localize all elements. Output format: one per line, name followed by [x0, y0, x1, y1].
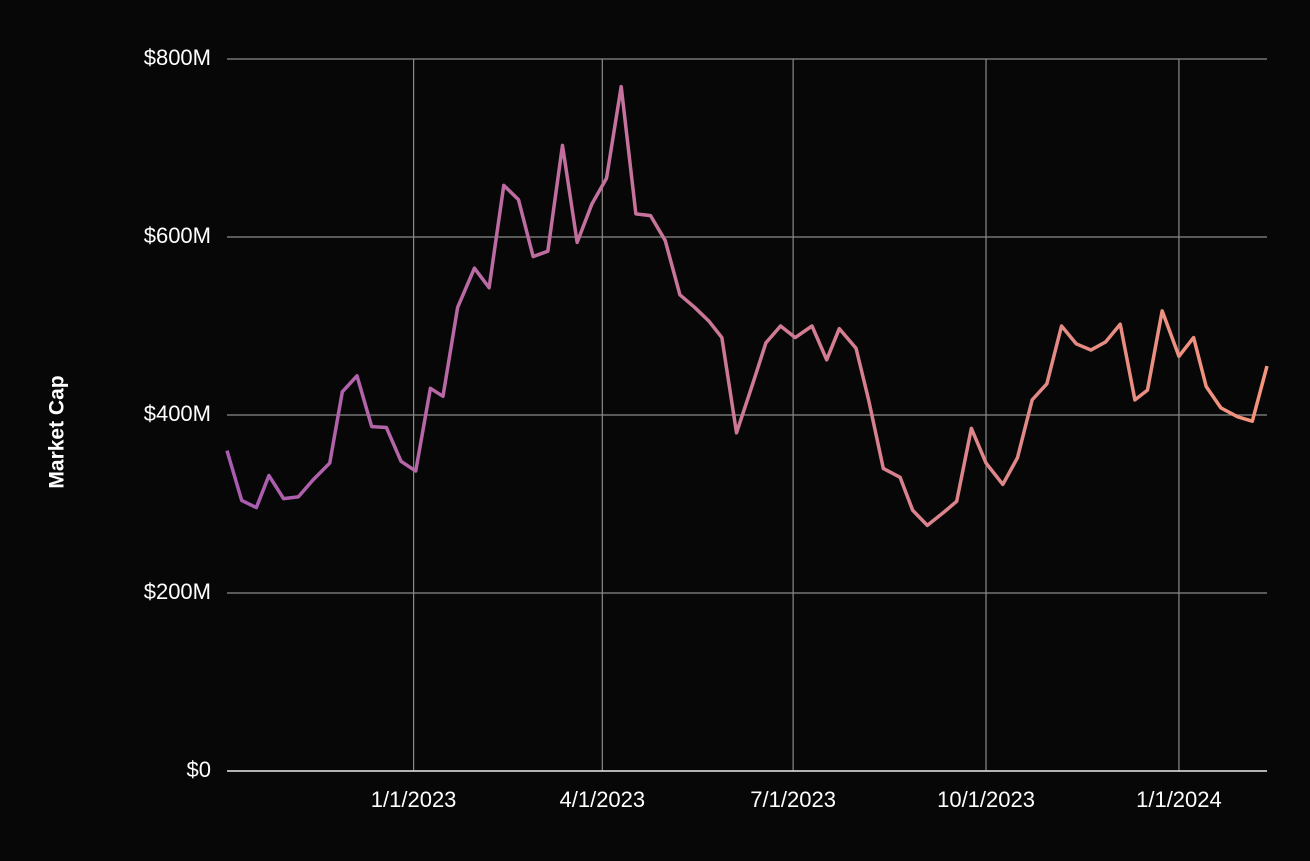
x-tick-label: 1/1/2023 [371, 787, 457, 812]
y-axis-label: Market Cap [46, 375, 69, 488]
line-series [225, 84, 1269, 528]
y-tick-label: $800M [144, 45, 211, 70]
x-tick-label: 7/1/2023 [750, 787, 836, 812]
y-tick-label: $0 [187, 757, 211, 782]
y-tick-label: $200M [144, 579, 211, 604]
y-tick-label: $400M [144, 401, 211, 426]
x-tick-label: 10/1/2023 [937, 787, 1035, 812]
x-tick-label: 1/1/2024 [1136, 787, 1222, 812]
y-tick-label: $600M [144, 223, 211, 248]
x-tick-label: 4/1/2023 [560, 787, 646, 812]
